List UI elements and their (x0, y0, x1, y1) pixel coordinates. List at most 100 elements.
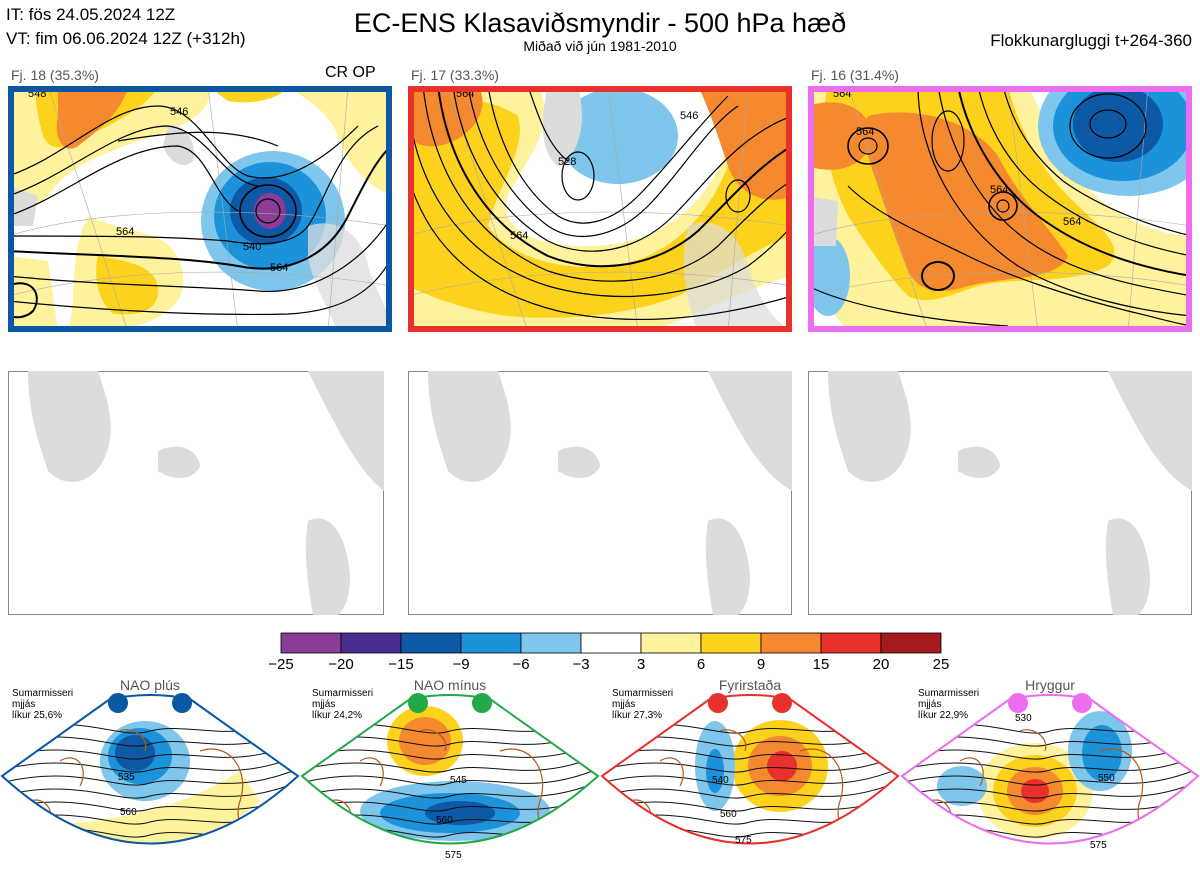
colorbar-cell (460, 632, 522, 654)
regime-contour-label: 560 (120, 807, 137, 818)
cluster-2-label: Fj. 17 (33.3%) (411, 67, 499, 83)
colorbar-cell (820, 632, 882, 654)
contour-label: 564 (1063, 216, 1082, 228)
land-2b (683, 222, 792, 332)
regime-contour (302, 793, 598, 812)
regime-info-line: mjjás (312, 699, 336, 710)
regime-contour (302, 741, 598, 760)
regime-info: Sumarmisseri mjjás líkur 24,2% (312, 688, 373, 721)
page-title: EC-ENS Klasaviðsmyndir - 500 hPa hæð (353, 8, 847, 38)
colorbar-cell (520, 632, 582, 654)
height-contours-2 (408, 86, 792, 321)
regime-outline (600, 694, 900, 845)
regime-contour (602, 780, 898, 799)
anomaly-positive-1e (96, 256, 158, 315)
regime-outline (0, 694, 300, 845)
colorbar-tick-label: −20 (328, 656, 354, 673)
greenland-1 (28, 371, 111, 482)
regime-info-line: líkur 25,6% (12, 710, 63, 721)
cluster-1-tag: CR OP (325, 64, 376, 81)
regime-marker (1008, 693, 1028, 713)
regime-coastline (929, 729, 1171, 844)
regime-contour (302, 728, 598, 747)
height-contours-3 (808, 86, 1192, 327)
colorbar-cell (340, 632, 402, 654)
anomaly-positive-1f (288, 86, 392, 196)
contour-label: 564 (270, 262, 289, 274)
regime-contour-label: 560 (436, 815, 453, 826)
regime-info-line: líkur 24,2% (312, 710, 363, 721)
colorbar-tick-label: 6 (696, 656, 706, 673)
regime-outline (900, 694, 1200, 845)
regime-info-line: Sumarmisseri (312, 688, 374, 699)
regime-contour (602, 728, 898, 747)
anomaly-positive-1c (56, 86, 128, 149)
regime-info-line: Sumarmisseri (612, 688, 674, 699)
regime-info-line: líkur 22,9% (918, 710, 969, 721)
colorbar-cell (400, 632, 462, 654)
regime-info-line: líkur 27,3% (612, 710, 663, 721)
regime-contour (902, 754, 1198, 773)
land-1b (308, 223, 392, 332)
cluster-map-2: 564 528 546 564 (408, 86, 792, 332)
regime-info-line: mjjás (612, 699, 636, 710)
regime-contour-label: 575 (735, 835, 752, 846)
regime-marker (472, 693, 492, 713)
regime-name: Hryggur (1025, 677, 1075, 693)
regime-info: Sumarmisseri mjjás líkur 22,9% (918, 688, 979, 721)
cluster-2-border (408, 86, 792, 332)
colorbar-tick-label: 9 (756, 656, 766, 673)
cluster-map-1: 548 546 540 564 564 (8, 86, 392, 332)
contour-label: 564 (510, 230, 529, 242)
regime-contour (902, 780, 1198, 799)
anomaly-negative-1d (254, 193, 286, 229)
regime-outline (300, 694, 600, 845)
cluster-1-border (8, 86, 392, 332)
colorbar (280, 632, 942, 654)
regime-anomaly (1021, 779, 1049, 803)
colorbar-tick-label: −15 (388, 656, 414, 673)
regime-contour (2, 754, 298, 773)
regime-contour (600, 846, 900, 863)
regime-coastline (329, 729, 571, 844)
regime-info: Sumarmisseri mjjás líkur 27,3% (612, 688, 673, 721)
anomaly-positive-1h (8, 256, 58, 332)
cluster-3-label: Fj. 16 (31.4%) (811, 67, 899, 83)
regime-marker (172, 693, 192, 713)
graticule-1 (8, 86, 392, 332)
regime-info: Sumarmisseri mjjás líkur 25,6% (12, 688, 73, 721)
norway-2 (708, 371, 792, 491)
regime-contour (602, 741, 898, 760)
regime-contour (902, 793, 1198, 812)
base-map-1 (8, 371, 384, 615)
anomaly-negative-2a (558, 88, 678, 184)
cluster-1-label: Fj. 18 (35.3%) (11, 67, 99, 83)
regime-marker (1072, 693, 1092, 713)
regime-contour (602, 793, 898, 812)
regime-anomaly (937, 766, 987, 806)
regime-contour-label: 560 (720, 809, 737, 820)
regime-anomaly (1082, 725, 1122, 781)
norway-3 (1108, 371, 1192, 491)
regime-map-3 (600, 694, 900, 863)
regime-contour (2, 728, 298, 747)
regime-anomaly (115, 735, 155, 771)
land-3a (808, 196, 838, 246)
colorbar-tick-label: 25 (932, 656, 950, 673)
contour-label: 564 (116, 226, 135, 238)
anomaly-positive-3d (808, 102, 873, 170)
regime-contour-label: 545 (450, 775, 467, 786)
regime-map-4 (900, 694, 1200, 845)
cluster-map-1-plot (8, 86, 392, 332)
regime-contour (2, 780, 298, 799)
cluster-window: Flokkunargluggi t+264-360 (990, 31, 1192, 50)
contour-label: 540 (243, 241, 262, 253)
colorbar-cell (580, 632, 642, 654)
regime-contour (302, 754, 598, 773)
regime-map-1 (0, 694, 300, 845)
regime-marker (772, 693, 792, 713)
colorbar-cell (760, 632, 822, 654)
cluster-3-border (808, 86, 1192, 332)
colorbar-tick-label: 3 (636, 656, 646, 673)
init-time: IT: fös 24.05.2024 12Z (6, 5, 176, 24)
